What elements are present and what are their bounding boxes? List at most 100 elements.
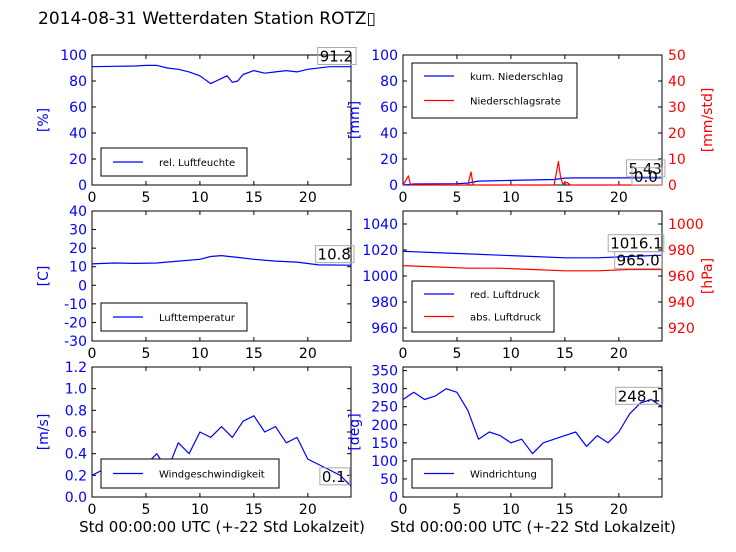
x-tick-label: 10: [191, 502, 209, 518]
x-tick-label: 20: [299, 190, 317, 206]
x-tick-label: 10: [502, 502, 520, 518]
y-tick-label: 30: [69, 223, 87, 239]
y-tick-label: -10: [64, 297, 87, 313]
annotation-box: [614, 251, 663, 270]
legend-entry-label: red. Luftdruck: [470, 290, 540, 301]
x-tick-label: 5: [141, 346, 150, 362]
legend-entry-label: Windgeschwindigkeit: [159, 470, 265, 481]
page-title: 2014-08-31 Wetterdaten Station ROTZ▯: [38, 9, 376, 29]
y-axis-label-right: [mm/std]: [700, 88, 716, 153]
annotation-box: [615, 386, 664, 405]
x-tick-label: 15: [556, 502, 574, 518]
legend-entry-label: kum. Niederschlag: [470, 72, 563, 83]
y-tick-label: -20: [64, 315, 87, 331]
y-tick-label-right: 1000: [668, 217, 704, 233]
y-tick-label: 0.8: [65, 403, 87, 419]
y-tick-label: 300: [371, 382, 398, 398]
chart-panel-wind-speed: 0 5 10 15 20 0.0 0.2 0.4 0.6 0.8 1.0 1.2 [m/s] 0.1 Win…: [36, 360, 352, 518]
annotation-label: 248.1: [618, 387, 661, 405]
y-tick-label: 350: [371, 364, 398, 380]
x-tick-label: 20: [299, 346, 317, 362]
x-tick-label: 15: [556, 346, 574, 362]
x-tick-label: 5: [452, 346, 461, 362]
x-tick-label: 0: [88, 502, 97, 518]
y-tick-label: 100: [371, 48, 398, 64]
x-axis-label-left: Std 00:00:00 UTC (+-22 Std Lokalzeit): [79, 518, 365, 536]
annotation-box: [631, 167, 663, 186]
chart-panel-precipitation: 0 5 10 15 20 0 20 40 60 80 100 0 10 20 30 40 50 [mm] [mm/s…: [347, 48, 716, 206]
y-tick-label: 20: [380, 152, 398, 168]
x-tick-label: 15: [556, 190, 574, 206]
legend-entry-label: rel. Luftfeuchte: [159, 158, 235, 169]
legend-entry-label: Lufttemperatur: [159, 313, 236, 324]
series-line-2: [402, 161, 662, 186]
y-tick-label: 200: [371, 418, 398, 434]
y-tick-label: 80: [380, 74, 398, 90]
legend-entry-label: Niederschlagsrate: [470, 97, 561, 108]
y-tick-label: 40: [380, 126, 398, 142]
annotation-box: [319, 467, 351, 486]
legend-entry-label: abs. Luftdruck: [470, 313, 541, 324]
y-tick-label: 0.0: [65, 490, 87, 506]
chart-panel-humidity: 0 5 10 15 20 0 20 40 60 80 100 [%] 91.2 rel. Luftfeuc…: [36, 47, 357, 206]
y-tick-label: 80: [69, 74, 87, 90]
y-axis-label: [m/s]: [36, 414, 52, 451]
y-tick-label: 50: [380, 472, 398, 488]
x-tick-label: 0: [399, 502, 408, 518]
x-tick-label: 5: [452, 502, 461, 518]
x-tick-label: 10: [191, 190, 209, 206]
series-line-1: [91, 64, 351, 85]
series-line-1: [402, 388, 663, 455]
y-tick-label-right: 940: [668, 295, 695, 311]
x-tick-label: 20: [610, 502, 628, 518]
y-tick-label: 60: [380, 100, 398, 116]
series-line-2: [402, 265, 662, 272]
x-tick-label: 0: [399, 346, 408, 362]
y-tick-label: 60: [69, 100, 87, 116]
y-tick-label-right: 920: [668, 321, 695, 337]
y-tick-label: 1.0: [65, 382, 87, 398]
legend: [100, 302, 248, 332]
y-tick-label-right: 960: [668, 269, 695, 285]
y-tick-label: 40: [69, 126, 87, 142]
y-axis-label-right: [hPa]: [700, 258, 716, 294]
y-tick-label: 1000: [362, 269, 398, 285]
y-tick-label-right: 980: [668, 243, 695, 259]
x-tick-label: 15: [245, 346, 263, 362]
x-axis-label-right: Std 00:00:00 UTC (+-22 Std Lokalzeit): [390, 518, 676, 536]
x-tick-label: 10: [191, 346, 209, 362]
y-tick-label: 1020: [362, 243, 398, 259]
x-tick-label: 15: [245, 190, 263, 206]
y-tick-label: 0: [78, 178, 87, 194]
y-tick-label: 0: [78, 278, 87, 294]
y-axis-label: [mm]: [347, 101, 363, 139]
x-tick-label: 20: [299, 502, 317, 518]
y-tick-label: 0: [389, 178, 398, 194]
y-axis-label: [deg]: [347, 413, 363, 450]
y-tick-label-right: 50: [668, 48, 686, 64]
x-tick-label: 20: [610, 190, 628, 206]
y-tick-label: -30: [64, 334, 87, 350]
y-tick-label: 40: [69, 204, 87, 220]
y-axis-label: [C]: [36, 266, 52, 287]
annotation-label: 1016.1: [610, 235, 663, 253]
y-tick-label: 1040: [362, 217, 398, 233]
chart-panel-wind-direction: 0 5 10 15 20050100150200250300350[deg]248.1W…: [347, 364, 664, 518]
y-tick-label: 20: [69, 152, 87, 168]
y-tick-label: 250: [371, 400, 398, 416]
y-tick-label: 100: [60, 48, 87, 64]
x-tick-label: 20: [610, 346, 628, 362]
y-tick-label-right: 20: [668, 126, 686, 142]
y-tick-label-right: 10: [668, 152, 686, 168]
annotation-box: [315, 245, 355, 264]
y-tick-label-right: 30: [668, 100, 686, 116]
y-tick-label: 0.6: [65, 425, 87, 441]
series-line-1: [91, 255, 352, 266]
y-tick-label: 100: [371, 454, 398, 470]
annotation-label: 5.43: [629, 160, 662, 178]
y-tick-label: 960: [371, 321, 398, 337]
x-tick-label: 0: [88, 190, 97, 206]
x-tick-label: 0: [88, 346, 97, 362]
y-tick-label: 980: [371, 295, 398, 311]
